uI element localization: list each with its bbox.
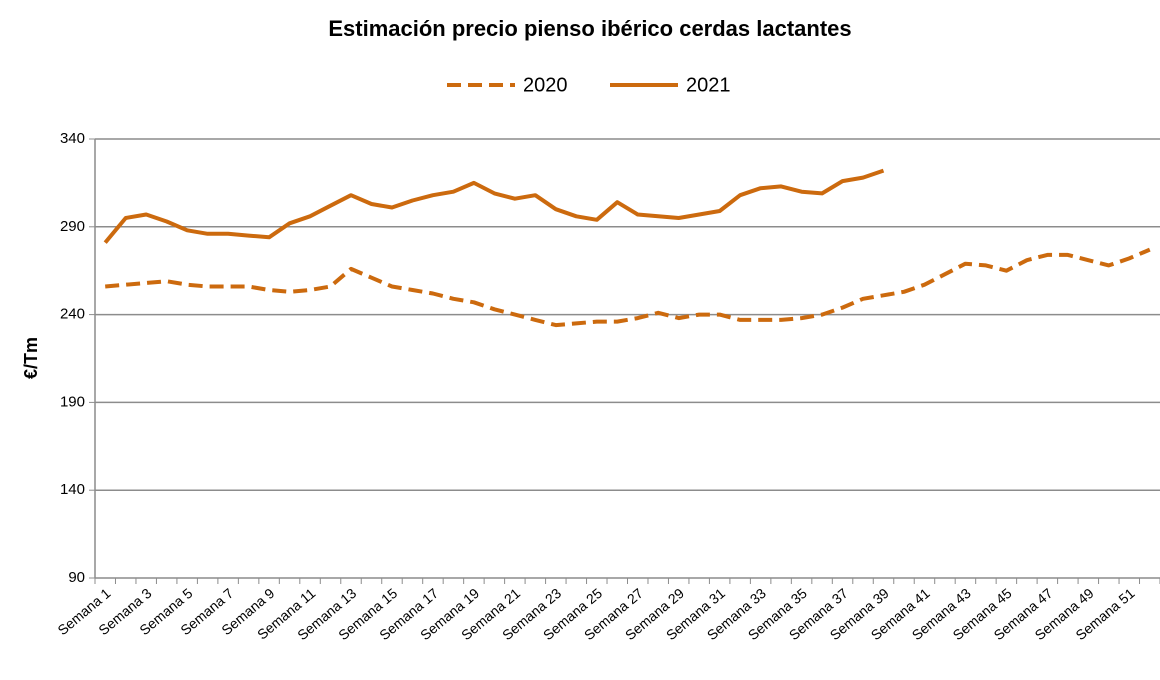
y-tick-label: 90 [68, 569, 85, 586]
y-tick-label: 240 [60, 306, 85, 323]
chart-title: Estimación precio pienso ibérico cerdas … [328, 16, 851, 41]
legend-label: 2020 [523, 74, 568, 96]
line-series [103, 168, 885, 244]
y-axis-label: €/Tm [21, 337, 41, 379]
y-tick-label: 190 [60, 393, 85, 410]
y-tick-label: 140 [60, 481, 85, 498]
legend-label: 2021 [686, 74, 731, 96]
line-series [105, 247, 1151, 328]
y-tick-label: 290 [60, 218, 85, 235]
y-tick-label: 340 [60, 130, 85, 147]
